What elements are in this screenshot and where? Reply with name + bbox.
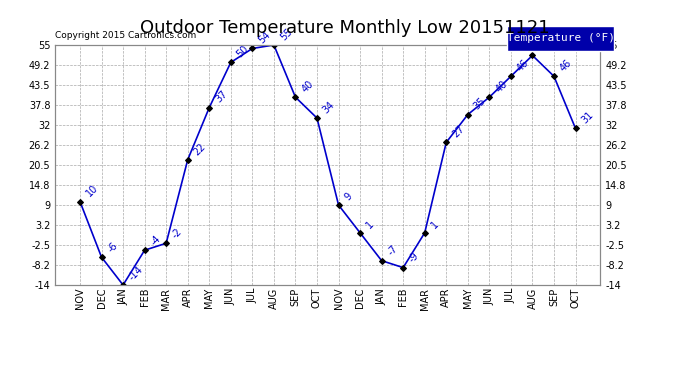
Point [311,115,322,121]
Point [290,94,301,100]
Point [333,202,344,208]
Point [376,258,387,264]
Point [441,140,452,146]
Text: 31: 31 [580,110,595,126]
Point [549,73,560,79]
Text: 55: 55 [278,26,294,42]
Text: -14: -14 [127,264,146,282]
Point [96,254,107,260]
Text: 40: 40 [299,79,315,94]
Text: Temperature (°F): Temperature (°F) [506,33,615,44]
Text: 37: 37 [213,89,229,105]
Point [75,198,86,204]
Point [247,45,258,51]
Point [484,94,495,100]
Point [268,42,279,48]
Text: 1: 1 [364,219,375,230]
Text: 1: 1 [429,219,440,230]
Point [139,247,150,253]
Text: 54: 54 [257,30,273,46]
Text: 9: 9 [343,191,354,202]
Text: 50: 50 [235,44,250,60]
Text: Outdoor Temperature Monthly Low 20151121: Outdoor Temperature Monthly Low 20151121 [140,19,550,37]
Point [117,282,128,288]
Point [505,73,516,79]
Point [570,126,581,132]
Text: 22: 22 [192,141,208,157]
Text: 46: 46 [558,58,574,74]
Text: 40: 40 [493,79,509,94]
Text: 34: 34 [321,99,337,115]
Point [182,157,193,163]
Text: -9: -9 [407,251,421,265]
Text: -6: -6 [106,240,119,254]
Point [204,105,215,111]
Text: 10: 10 [84,183,100,199]
Text: -4: -4 [149,234,163,248]
Text: 46: 46 [515,58,531,74]
Point [397,265,408,271]
Text: -2: -2 [170,226,184,240]
Point [462,112,473,118]
Point [420,230,431,236]
Point [527,53,538,58]
Text: -7: -7 [386,244,400,258]
Text: 27: 27 [451,124,466,140]
Text: 52: 52 [537,37,553,52]
Text: 35: 35 [472,96,488,112]
Point [161,240,172,246]
Point [355,230,366,236]
Point [225,59,236,65]
Text: Copyright 2015 Cartronics.com: Copyright 2015 Cartronics.com [55,31,197,40]
